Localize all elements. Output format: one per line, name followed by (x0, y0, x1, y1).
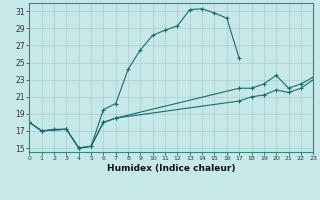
X-axis label: Humidex (Indice chaleur): Humidex (Indice chaleur) (107, 164, 236, 173)
